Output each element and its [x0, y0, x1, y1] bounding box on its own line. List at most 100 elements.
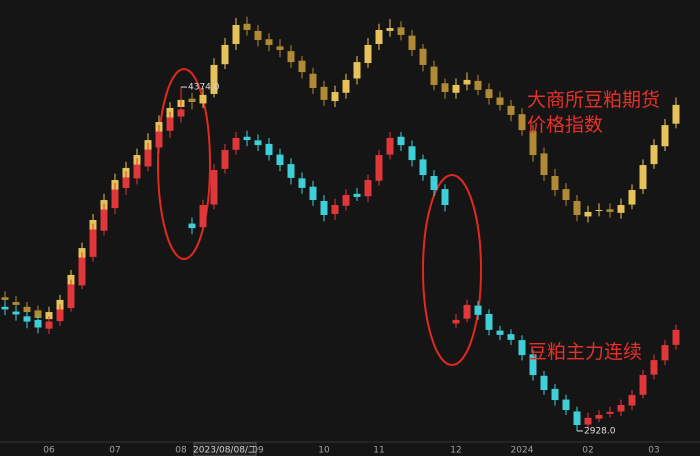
- candle-body: [188, 98, 196, 103]
- series-label: 豆粕主力连续: [528, 341, 643, 363]
- candle-body: [210, 170, 218, 205]
- candle-body: [672, 104, 680, 124]
- candle-body: [199, 94, 207, 104]
- candle-body: [375, 29, 383, 44]
- candle-body: [540, 375, 548, 391]
- candle-body: [298, 60, 306, 73]
- candle-body: [650, 145, 658, 165]
- candle-body: [595, 415, 603, 419]
- candle-body: [584, 211, 592, 217]
- candle-body: [232, 24, 240, 44]
- candle-body: [529, 130, 537, 156]
- candle-body: [342, 195, 350, 206]
- candle-body: [441, 189, 449, 206]
- candle-body: [276, 46, 284, 50]
- x-tick-label: 03: [648, 446, 659, 456]
- candle-body: [287, 164, 295, 178]
- candle-body: [265, 39, 273, 45]
- candle-body: [309, 186, 317, 201]
- x-tick-label: 02: [582, 446, 593, 456]
- candle-body: [221, 150, 229, 169]
- candle-body: [111, 189, 119, 209]
- candle-body: [276, 154, 284, 166]
- candle-body: [221, 44, 229, 65]
- candle-body: [463, 304, 471, 319]
- candle-body: [56, 309, 64, 322]
- candle-body: [254, 140, 262, 146]
- crosshair-label: 2023/08/08/二: [193, 446, 257, 456]
- candle-body: [210, 64, 218, 94]
- candle-body: [507, 334, 515, 340]
- candle-body: [474, 305, 482, 315]
- candle-body: [606, 411, 614, 414]
- candle-body: [452, 84, 460, 93]
- candle-body: [34, 310, 42, 318]
- candle-body: [254, 30, 262, 40]
- x-tick-label: 09: [252, 446, 264, 456]
- candle-body: [232, 137, 240, 150]
- crosshair-box: [193, 442, 257, 456]
- x-tick-label: 12: [450, 446, 461, 456]
- candle-body: [298, 178, 306, 188]
- candle-body: [562, 189, 570, 201]
- candle-body: [397, 27, 405, 35]
- candle-body: [595, 210, 603, 212]
- candle-body: [364, 180, 372, 197]
- candle-body: [100, 209, 108, 231]
- candle-body: [562, 399, 570, 411]
- candle-body: [1, 297, 9, 300]
- highlight-ellipse: [422, 174, 482, 366]
- candle-body: [661, 345, 669, 361]
- candle-body: [243, 23, 251, 30]
- candle-body: [518, 340, 526, 356]
- candle-body: [265, 143, 273, 156]
- candle-body: [628, 395, 636, 406]
- candle-body: [243, 136, 251, 141]
- candle-body: [507, 105, 515, 115]
- highlight-ellipse: [157, 68, 211, 260]
- candle-body: [485, 313, 493, 330]
- candle-body: [441, 83, 449, 93]
- candle-body: [364, 44, 372, 64]
- candle-body: [166, 117, 174, 131]
- candle-body: [1, 306, 9, 310]
- candle-body: [617, 205, 625, 213]
- candle-body: [331, 92, 339, 102]
- candle-body: [375, 155, 383, 181]
- annotation-label: 2928.0: [584, 426, 616, 436]
- x-tick-label: 06: [43, 446, 55, 456]
- candle-body: [419, 159, 427, 176]
- candle-body: [551, 176, 559, 191]
- candle-body: [430, 66, 438, 85]
- candle-body: [617, 405, 625, 412]
- candle-body: [353, 62, 361, 79]
- candle-body: [529, 354, 537, 376]
- candle-body: [430, 176, 438, 191]
- x-tick-label: 10: [318, 446, 330, 456]
- candle-body: [639, 165, 647, 190]
- candle-body: [353, 193, 361, 197]
- candle-body: [199, 205, 207, 228]
- candle-body: [78, 257, 86, 286]
- candle-body: [188, 223, 196, 229]
- candle-body: [342, 79, 350, 93]
- candle-body: [12, 311, 20, 315]
- candle-body: [496, 330, 504, 335]
- candle-body: [628, 190, 636, 205]
- candle-body: [34, 319, 42, 328]
- candle-body: [419, 48, 427, 65]
- candle-body: [144, 149, 152, 167]
- candle-body: [309, 73, 317, 88]
- candle-body: [45, 321, 53, 329]
- candle-body: [463, 79, 471, 85]
- candle-body: [45, 312, 53, 320]
- series-label: 大商所豆粕期货价格指数: [527, 89, 661, 136]
- candle-body: [155, 131, 163, 148]
- candle-body: [661, 125, 669, 147]
- candle-body: [518, 114, 526, 131]
- candle-body: [89, 229, 97, 257]
- candle-body: [23, 316, 31, 322]
- x-tick-label: 11: [373, 446, 384, 456]
